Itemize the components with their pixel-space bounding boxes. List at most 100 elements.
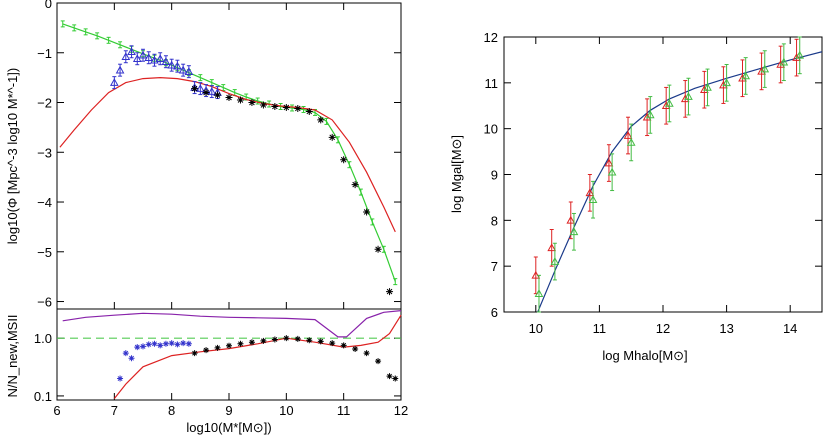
data-point-triangle — [607, 167, 617, 176]
data-point-triangle — [604, 158, 614, 167]
data-point-triangle — [167, 60, 177, 69]
data-point-star — [151, 340, 158, 347]
data-point-triangle — [792, 53, 801, 61]
data-point-star — [352, 345, 359, 352]
data-point-star — [392, 375, 399, 382]
data-point-triangle — [738, 73, 747, 82]
y-tick-label: −2 — [37, 96, 52, 111]
data-point-triangle — [569, 227, 579, 236]
data-point-star — [351, 181, 359, 189]
y-tick-label: 10 — [484, 122, 498, 137]
data-point-star — [225, 94, 233, 102]
data-point-star — [283, 335, 290, 342]
series-line-red — [113, 314, 402, 399]
data-point-star — [271, 336, 278, 343]
data-point-star — [386, 288, 394, 296]
panel-ratio: 1.0 0.16 7 8 9 10 11 12 N/N_new,MSII log10(M*[M… — [5, 308, 408, 435]
data-point-triangle — [684, 92, 693, 100]
y-tick-label: −6 — [37, 295, 52, 310]
data-point-star — [294, 104, 302, 112]
y-axis-label: log10(Φ [Mpc^-3 log10 M*^-1]) — [5, 68, 20, 244]
y-tick-label: −4 — [37, 195, 52, 210]
data-point-star — [128, 355, 135, 362]
data-point-triangle — [665, 98, 674, 107]
data-point-triangle — [757, 66, 766, 75]
x-tick-label: 6 — [53, 403, 60, 418]
data-point-triangle — [776, 59, 786, 68]
data-point-star — [259, 101, 267, 109]
y-axis-label: N/N_new,MSII — [5, 314, 20, 397]
data-point-star — [248, 339, 255, 346]
x-axis-label: log Mhalo[M⊙] — [602, 348, 687, 363]
data-point-triangle — [184, 67, 194, 75]
data-point-star — [140, 343, 146, 350]
data-point-star — [185, 340, 192, 347]
data-point-star — [340, 342, 347, 349]
y-tick-label: −1 — [37, 46, 52, 61]
y-tick-label: 11 — [485, 76, 499, 91]
data-point-star — [374, 245, 382, 253]
data-point-star — [174, 341, 181, 348]
data-point-star — [294, 335, 301, 342]
data-point-triangle — [109, 78, 119, 86]
series-line-blue — [537, 51, 822, 312]
data-point-triangle — [719, 80, 728, 89]
data-point-triangle — [626, 137, 636, 146]
data-point-star — [157, 342, 164, 349]
plot-frame — [503, 36, 823, 313]
series-line-purple — [62, 310, 402, 338]
data-point-triangle — [155, 54, 165, 63]
data-point-triangle — [178, 65, 188, 74]
x-tick-label: 12 — [656, 321, 670, 336]
x-tick-label: 12 — [394, 403, 408, 418]
data-point-star — [214, 91, 222, 99]
x-axis-label: log10(M*[M⊙]) — [186, 420, 271, 435]
panel-halo-galaxy: 6 7 8 9 10 11 12 10 11 12 13 14 log Mgal[M⊙] log Mh… — [449, 30, 823, 363]
data-point-triangle — [680, 94, 690, 103]
data-point-triangle — [661, 101, 671, 110]
data-point-star — [329, 340, 336, 347]
data-point-triangle — [115, 65, 125, 74]
data-point-triangle — [550, 257, 560, 265]
plot-frame — [56, 2, 402, 310]
data-point-triangle — [645, 110, 655, 119]
curve-group — [537, 51, 822, 312]
y-tick-label: −3 — [37, 145, 52, 160]
data-point-star — [203, 347, 210, 354]
data-point-triangle — [588, 195, 598, 204]
data-point-star — [328, 133, 336, 141]
data-point-star — [180, 340, 187, 347]
data-point-star — [306, 337, 313, 344]
data-point-star — [248, 99, 256, 107]
data-point-triangle — [161, 57, 171, 66]
data-point-triangle — [534, 289, 544, 297]
data-point-triangle — [127, 47, 136, 56]
y-axis-label: log Mgal[M⊙] — [449, 135, 464, 213]
y-tick-label: 1.0 — [34, 331, 52, 346]
data-point-star — [317, 338, 324, 345]
data-point-triangle — [760, 64, 770, 73]
data-point-triangle — [138, 50, 148, 59]
data-point-triangle — [585, 188, 595, 197]
data-point-star — [214, 344, 221, 351]
y-tick-label: 7 — [491, 259, 498, 274]
data-point-star — [305, 107, 313, 115]
data-point-star — [375, 358, 382, 365]
x-tick-label: 11 — [593, 321, 607, 336]
x-tick-label: 11 — [337, 403, 351, 418]
x-tick-label: 10 — [529, 321, 543, 336]
x-tick-label: 14 — [783, 321, 797, 336]
data-point-triangle — [547, 243, 557, 252]
data-point-star — [236, 96, 244, 104]
data-point-star — [340, 156, 348, 164]
x-tick-label: 9 — [225, 403, 232, 418]
panel-stellar-mass-function: 0 −1 −2 −3 −4 −5 −6 log10(Φ [Mpc^-3 log10 M*^-… — [5, 0, 402, 310]
y-tick-label: 9 — [491, 168, 498, 183]
data-point-triangle — [207, 87, 217, 95]
data-point-triangle — [779, 57, 789, 66]
series-line-green — [62, 23, 396, 282]
data-point-triangle — [741, 71, 751, 80]
data-point-star — [202, 89, 210, 97]
data-point-triangle — [642, 112, 652, 121]
